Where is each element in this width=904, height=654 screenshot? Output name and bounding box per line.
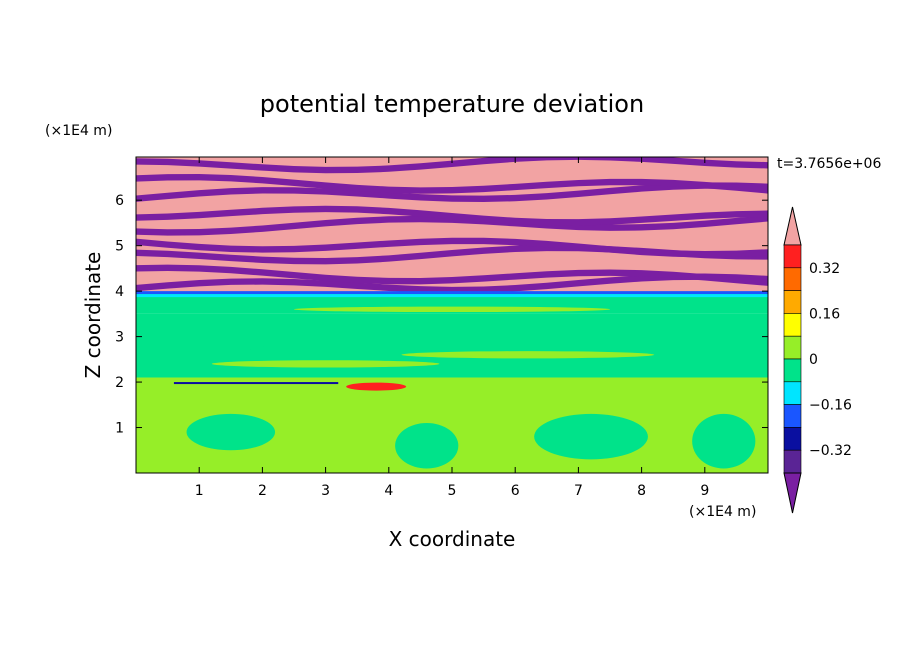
- warm-streak: [346, 382, 407, 391]
- time-label: t=3.7656e+06: [777, 156, 881, 172]
- colorbar-label: 0: [809, 352, 818, 368]
- colorbar-swatch: [783, 449, 802, 474]
- y-tick-label: 1: [115, 421, 124, 437]
- lower-patch-4: [249, 344, 377, 356]
- colorbar-extend-bottom: [783, 472, 802, 514]
- upper-stripe-8: [136, 157, 768, 174]
- y-tick-label: 5: [115, 239, 124, 255]
- x-tick-label: 2: [258, 483, 267, 499]
- lower-patch-3: [692, 413, 756, 469]
- colorbar-swatch: [783, 313, 802, 337]
- lower-band-0: [136, 293, 768, 314]
- colorbar-label: 0.32: [809, 261, 840, 277]
- upper-stripe-4: [136, 215, 768, 236]
- upper-stripe-3: [136, 237, 768, 258]
- upper-stripe-6: [136, 182, 768, 203]
- y-axis: 1 2 3 4 5 6: [115, 193, 768, 437]
- y-tick-label: 4: [115, 284, 124, 300]
- colorbar-swatch: [783, 244, 802, 269]
- colorbar: 0.32 0.16 0 −0.16 −0.32: [783, 206, 852, 514]
- y-unit-label: (×1E4 m): [45, 123, 112, 139]
- lower-patch-1: [395, 422, 459, 469]
- colorbar-swatch: [783, 404, 802, 428]
- colorbar-label: −0.16: [809, 398, 852, 414]
- lower-patch-0: [186, 413, 276, 451]
- x-tick-label: 7: [574, 483, 583, 499]
- upper-stripe-0: [136, 273, 768, 294]
- interface-line: [136, 291, 768, 295]
- upper-stripe-5: [136, 205, 768, 226]
- colorbar-extend-top: [783, 206, 802, 246]
- colorbar-swatch: [783, 427, 802, 451]
- chart-title: potential temperature deviation: [260, 90, 644, 118]
- x-tick-label: 5: [448, 483, 457, 499]
- colorbar-swatch: [783, 381, 802, 405]
- y-tick-label: 2: [115, 375, 124, 391]
- x-axis-label: X coordinate: [389, 527, 516, 551]
- x-tick-label: 6: [511, 483, 520, 499]
- y-tick-label: 6: [115, 193, 124, 209]
- y-tick-label: 3: [115, 330, 124, 346]
- colorbar-swatch: [783, 290, 802, 314]
- colorbar-label: −0.32: [809, 443, 852, 459]
- colorbar-swatch: [783, 358, 802, 383]
- y-axis-label: Z coordinate: [81, 252, 105, 379]
- colorbar-label: 0.16: [809, 306, 840, 322]
- colorbar-swatch: [783, 335, 802, 360]
- lower-streak-2: [294, 306, 610, 313]
- x-tick-label: 4: [384, 483, 393, 499]
- cold-streak: [173, 382, 339, 385]
- lower-patch-5: [470, 327, 623, 337]
- interface-line-light: [136, 294, 768, 298]
- lower-streak-0: [211, 360, 440, 368]
- lower-patch-2: [534, 413, 648, 460]
- upper-stripe-1: [136, 264, 768, 286]
- lower-band-1: [136, 313, 768, 378]
- x-tick-label: 9: [700, 483, 709, 499]
- x-tick-label: 3: [321, 483, 330, 499]
- x-axis: 1 2 3 4 5 6 7 8 9: [195, 157, 709, 499]
- upper-stripe-7: [136, 174, 768, 194]
- x-unit-label: (×1E4 m): [689, 504, 756, 520]
- x-tick-label: 8: [637, 483, 646, 499]
- colorbar-swatch: [783, 267, 802, 291]
- lower-streak-1: [401, 351, 655, 359]
- x-tick-label: 1: [195, 483, 204, 499]
- plot-area: [136, 157, 768, 473]
